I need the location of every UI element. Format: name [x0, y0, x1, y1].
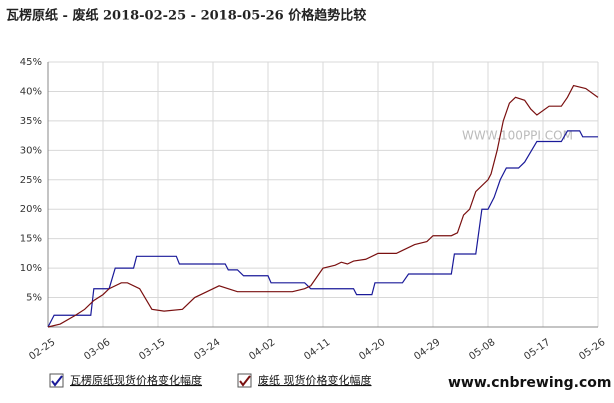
x-tick-label: 04-29 [412, 337, 442, 363]
x-tick-label: 03-24 [192, 337, 222, 363]
legend-check [51, 375, 63, 387]
watermark: WWW.100PPI.COM [462, 129, 573, 143]
chart-title: 瓦楞原纸 - 废纸 2018-02-25 - 2018-05-26 价格趋势比较 [6, 8, 366, 24]
x-tick-label: 04-11 [302, 337, 332, 363]
y-tick-label: 10% [20, 263, 42, 274]
y-tick-label: 20% [20, 204, 42, 215]
series-line [47, 130, 598, 328]
x-tick-label: 03-15 [137, 337, 167, 363]
y-tick-label: 40% [20, 86, 42, 97]
y-tick-label: 25% [20, 175, 42, 186]
series-line [47, 84, 599, 328]
x-tick-label: 05-17 [522, 337, 552, 363]
y-tick-label: 30% [20, 145, 42, 156]
x-tick-label: 05-26 [577, 337, 607, 363]
x-tick-label: 03-06 [82, 337, 112, 363]
legend-label: 瓦楞原纸现货价格变化幅度 [70, 373, 202, 387]
legend-label: 废纸 现货价格变化幅度 [258, 373, 372, 387]
x-tick-label: 04-20 [357, 337, 387, 363]
x-tick-label: 05-08 [467, 337, 497, 363]
x-tick-label: 02-25 [27, 337, 57, 363]
y-tick-label: 35% [20, 116, 42, 127]
y-tick-label: 5% [26, 293, 42, 304]
footer-text: www.cnbrewing.com [448, 375, 611, 391]
legend-check [239, 375, 251, 387]
y-tick-label: 45% [20, 57, 42, 68]
y-tick-label: 15% [20, 234, 42, 245]
x-tick-label: 04-02 [247, 337, 277, 363]
